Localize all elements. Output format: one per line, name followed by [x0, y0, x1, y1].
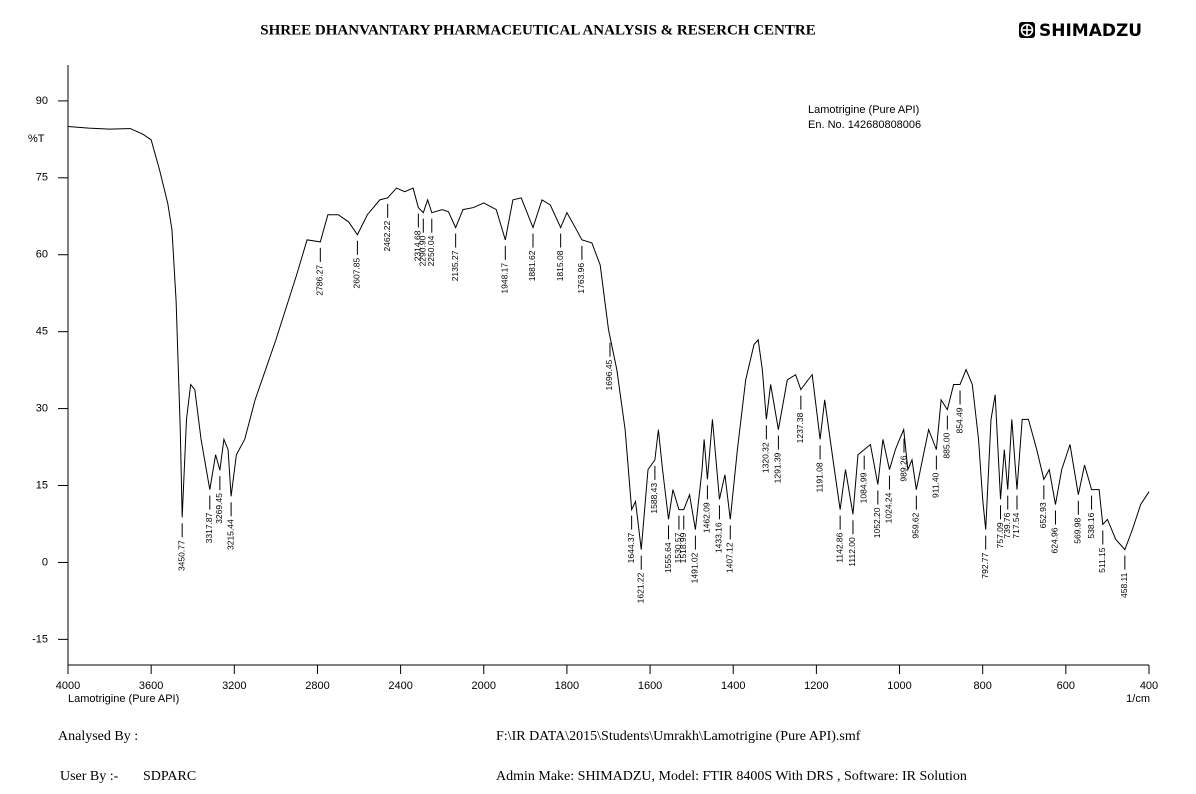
peak-label: 1320.32: [761, 442, 771, 473]
x-tick-label: 1400: [721, 680, 745, 692]
x-tick-label: 3200: [222, 680, 246, 692]
peak-label: 3317.87: [204, 512, 214, 543]
y-tick-label: 45: [36, 326, 48, 338]
peak-label: 624.96: [1050, 527, 1060, 553]
x-tick-label: 600: [1057, 680, 1075, 692]
peak-label: 854.49: [954, 407, 964, 433]
peak-label: 1555.64: [663, 542, 673, 573]
peak-label: 569.98: [1073, 517, 1083, 543]
peak-label: 717.54: [1011, 512, 1021, 538]
x-tick-label: 2400: [388, 680, 412, 692]
x-tick-label: 1000: [887, 680, 911, 692]
peak-label: 2135.27: [450, 250, 460, 281]
peak-label: 1024.24: [884, 492, 894, 523]
peak-label: 3215.44: [225, 519, 235, 550]
analysed-by: Analysed By :: [58, 729, 138, 744]
sample-label: Lamotrigine (Pure API): [68, 693, 179, 705]
peak-label: 1763.96: [576, 263, 586, 294]
peak-label: 1815.08: [555, 250, 565, 281]
peak-label: 511.15: [1097, 547, 1107, 573]
peak-label: 1433.16: [714, 522, 724, 553]
user: SDPARC: [143, 769, 196, 784]
x-tick-label: 1600: [638, 680, 662, 692]
header-title: SHREE DHANVANTARY PHARMACEUTICAL ANALYSI…: [260, 22, 815, 38]
peak-label: 2290.90: [418, 235, 428, 266]
peak-label: 1588.43: [649, 483, 659, 514]
peak-label: 1084.99: [858, 472, 868, 503]
file-path: F:\IR DATA\2015\Students\Umrakh\Lamotrig…: [496, 729, 861, 744]
peak-label: 1644.37: [626, 532, 636, 563]
annotation: Lamotrigine (Pure API): [808, 104, 919, 116]
instrument: Admin Make: SHIMADZU, Model: FTIR 8400S …: [496, 769, 967, 784]
peak-label: 989.26: [898, 455, 908, 481]
x-tick-label: 800: [974, 680, 992, 692]
peak-label: 2462.22: [382, 221, 392, 252]
peak-label: 2314.68: [413, 230, 423, 261]
spectrum: [67, 126, 1150, 551]
peak-label: 652.93: [1038, 502, 1048, 528]
x-tick-label: 1800: [555, 680, 579, 692]
peak-label: 1881.62: [527, 250, 537, 281]
peak-label: 792.77: [980, 552, 990, 578]
x-tick-label: 2800: [305, 680, 329, 692]
peak-label: 2250.04: [426, 235, 436, 266]
y-tick-label: 15: [36, 479, 48, 491]
annotation: En. No. 142680808006: [808, 119, 921, 131]
x-tick-label: 2000: [472, 680, 496, 692]
y-tick-label: 0: [42, 556, 48, 568]
peak-label: 1518.99: [678, 532, 688, 563]
logo-text: SHIMADZU: [1039, 21, 1142, 41]
logo-icon: [1019, 22, 1035, 38]
y-tick-label: -15: [32, 633, 48, 645]
peak-label: 757.09: [995, 522, 1005, 548]
y-axis-label: %T: [28, 133, 45, 145]
peak-label: 1291.39: [773, 452, 783, 483]
peak-label: 1052.20: [872, 507, 882, 538]
peak-label: 1191.08: [814, 462, 824, 492]
user-by: User By :-: [60, 769, 119, 784]
peak-label: 1491.02: [690, 552, 700, 583]
peak-label: 2607.85: [352, 257, 362, 288]
peak-label: 1142.86: [834, 532, 844, 562]
x-tick-label: 400: [1140, 680, 1158, 692]
peak-label: 1237.38: [795, 412, 805, 443]
y-tick-label: 75: [36, 172, 48, 184]
peak-label: 1462.09: [702, 502, 712, 533]
peak-label: 1112.00: [847, 537, 857, 567]
peak-label: 885.00: [942, 432, 952, 458]
y-tick-label: 90: [36, 95, 48, 107]
peak-label: 1696.45: [604, 359, 614, 390]
peak-label: 2786.27: [315, 265, 325, 296]
peak-label: 1407.12: [725, 542, 735, 573]
x-tick-label: 1200: [804, 680, 828, 692]
peak-label: 911.40: [931, 472, 941, 498]
peak-label: 458.11: [1119, 572, 1129, 598]
x-tick-label: 4000: [56, 680, 80, 692]
peak-label: 739.76: [1002, 512, 1012, 538]
x-axis-label: 1/cm: [1126, 693, 1150, 705]
y-tick-label: 30: [36, 402, 48, 414]
y-tick-label: 60: [36, 249, 48, 261]
peak-label: 3450.77: [176, 540, 186, 571]
peak-label: 959.62: [911, 512, 921, 538]
peak-label: 3269.45: [214, 493, 224, 524]
peak-label: 1621.22: [636, 572, 646, 603]
x-tick-label: 3600: [139, 680, 163, 692]
peak-label: 1530.57: [673, 532, 683, 563]
peak-label: 1948.17: [500, 263, 510, 294]
peak-label: 538.16: [1086, 512, 1096, 538]
